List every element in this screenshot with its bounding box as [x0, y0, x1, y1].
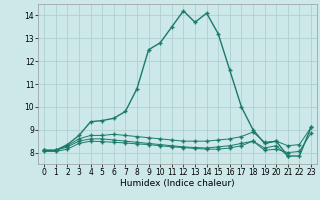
X-axis label: Humidex (Indice chaleur): Humidex (Indice chaleur): [120, 179, 235, 188]
